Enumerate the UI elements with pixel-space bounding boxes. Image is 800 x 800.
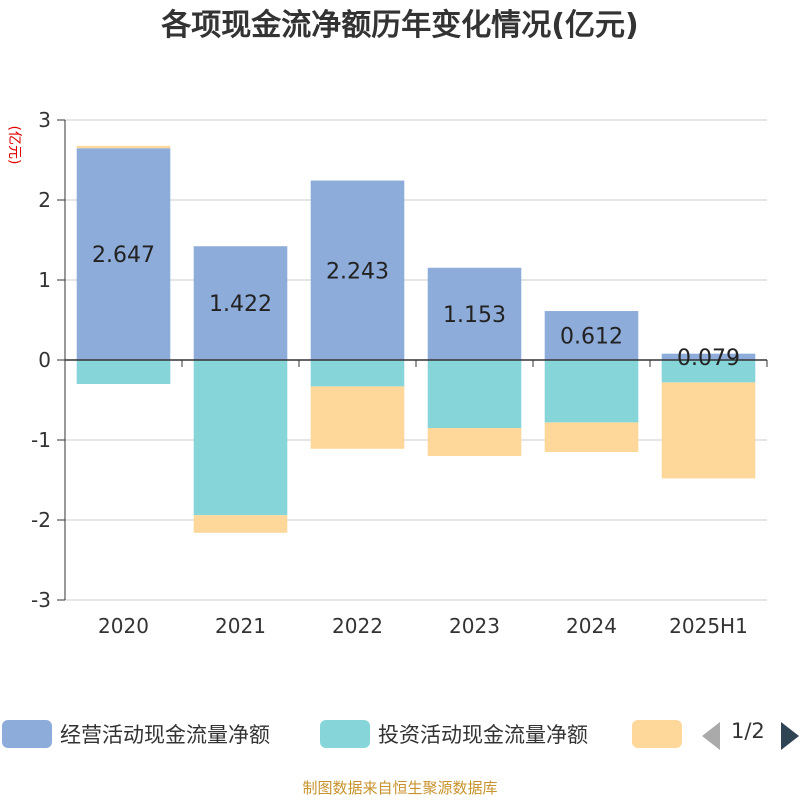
bar-series-0-2021[interactable]	[193, 246, 288, 360]
x-tick-label: 2024	[566, 614, 617, 638]
y-tick-label: 0	[38, 348, 51, 372]
bar-series-2-2024[interactable]	[544, 422, 639, 452]
legend-label-investing: 投资活动现金流量净额	[378, 723, 588, 747]
bar-series-2-2020[interactable]	[76, 145, 171, 149]
data-label-2024: 0.612	[560, 325, 623, 350]
legend-swatch-investing	[320, 720, 370, 748]
y-tick-label: -2	[31, 508, 51, 532]
legend: 经营活动现金流量净额 投资活动现金流量净额	[0, 714, 800, 754]
x-tick-label: 2025H1	[669, 614, 748, 638]
legend-next-page-icon[interactable]	[781, 722, 799, 750]
x-tick-label: 2021	[215, 614, 266, 638]
y-tick-label: 3	[38, 108, 51, 132]
data-labels: 2.647 1.422 2.243 1.153 0.612 0.079	[92, 243, 740, 371]
bar-series-0-2022[interactable]	[310, 180, 405, 360]
bar-series-1-2024[interactable]	[544, 360, 639, 423]
data-label-2023: 1.153	[443, 303, 506, 328]
data-label-2022: 2.243	[326, 259, 389, 284]
chart-title: 各项现金流净额历年变化情况(亿元)	[161, 8, 639, 43]
bar-series-1-2025H1[interactable]	[661, 360, 756, 383]
data-label-2021: 1.422	[209, 292, 272, 317]
data-label-2020: 2.647	[92, 243, 155, 268]
gridlines	[65, 119, 767, 601]
x-tick-label: 2020	[98, 614, 149, 638]
x-tick-label: 2023	[449, 614, 500, 638]
bar-series-1-2022[interactable]	[310, 360, 405, 387]
bar-series-1-2021[interactable]	[193, 360, 288, 516]
y-tick-label: -3	[31, 588, 51, 612]
bar-series-2-2021[interactable]	[193, 515, 288, 533]
y-tick-label: 1	[38, 268, 51, 292]
y-tick-label: 2	[38, 188, 51, 212]
x-tick-label: 2022	[332, 614, 383, 638]
legend-prev-page-icon[interactable]	[702, 722, 720, 750]
y-tick-label: -1	[31, 428, 51, 452]
bar-series-2-2023[interactable]	[427, 428, 522, 456]
bar-series-1-2020[interactable]	[76, 360, 171, 384]
chart-canvas: 3 2 1 0 -1 -2 -3 2020 2021 2022 2023 2024 2025H1 2.6…	[6, 108, 768, 638]
axes: 3 2 1 0 -1 -2 -3 2020 2021 2022 2023 2024 2025H1	[31, 108, 768, 638]
bar-series-2-2025H1[interactable]	[661, 382, 756, 479]
bar-series-2-2022[interactable]	[310, 386, 405, 449]
bar-series-0-2025H1[interactable]	[661, 353, 756, 360]
bar-series-0-2023[interactable]	[427, 267, 522, 360]
y-axis-unit-label: (亿元)	[6, 126, 22, 165]
bar-series-0-2024[interactable]	[544, 311, 639, 360]
legend-label-operating: 经营活动现金流量净额	[60, 723, 270, 747]
bar-series-1-2023[interactable]	[427, 360, 522, 428]
bars	[76, 145, 756, 533]
data-source-footer: 制图数据来自恒生聚源数据库	[302, 779, 498, 797]
legend-page-indicator: 1/2	[731, 719, 765, 743]
bar-series-0-2020[interactable]	[76, 148, 171, 360]
data-label-2025H1: 0.079	[677, 346, 740, 371]
legend-swatch-operating	[2, 720, 52, 748]
legend-swatch-financing	[632, 720, 682, 748]
